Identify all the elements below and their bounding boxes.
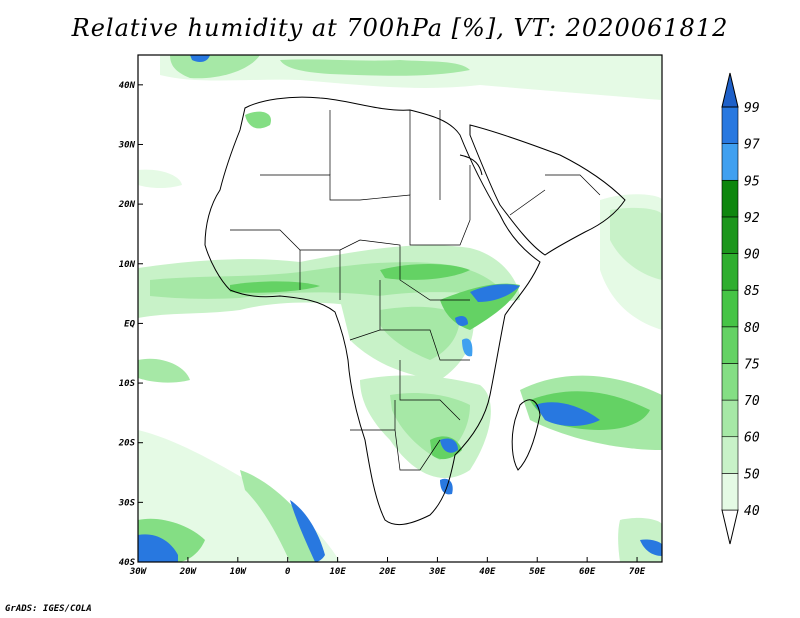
lon-tick-label: 10W: [230, 567, 248, 577]
colorbar-segment: [721, 436, 739, 474]
colorbar-segment: [721, 143, 739, 181]
colorbar-label: 99: [744, 101, 760, 116]
colorbar-segment: [721, 326, 739, 364]
lon-tick-label: 30W: [129, 567, 148, 577]
latitude-axis: 40N 30N 20N 10N EQ 10S 20S 30S 40S: [118, 81, 143, 568]
lat-tick-label: 10N: [119, 260, 136, 270]
colorbar-label: 92: [744, 211, 760, 226]
colorbar-segment: [721, 106, 739, 144]
lon-tick-label: 30E: [428, 567, 446, 577]
colorbar-label: 97: [744, 138, 760, 153]
colorbar-segment: [721, 289, 739, 328]
lat-tick-label: 40S: [119, 558, 136, 568]
humidity-field: [138, 55, 662, 562]
colorbar-segment: [721, 399, 739, 438]
colorbar-segment: [721, 473, 739, 511]
lat-tick-label: 30N: [118, 140, 136, 150]
colorbar-segment: [721, 363, 739, 401]
colorbar-label: 70: [744, 394, 760, 409]
lat-tick-label: EQ: [124, 319, 135, 329]
lat-tick-label: 20S: [118, 439, 136, 449]
colorbar-label: 40: [744, 504, 760, 519]
longitude-axis: 30W 20W 10W 0 10E 20E 30E 40E 50E 60E 70E: [129, 557, 646, 577]
colorbar-segment: [721, 179, 739, 218]
lat-tick-label: 20N: [118, 200, 136, 210]
colorbar-label: 95: [744, 174, 760, 189]
lon-tick-label: 0: [285, 567, 291, 577]
colorbar-label: 50: [744, 467, 760, 482]
colorbar-label: 80: [744, 321, 760, 336]
colorbar-label: 85: [744, 284, 760, 299]
colorbar-segment: [721, 72, 739, 108]
colorbar-segment: [721, 216, 739, 254]
colorbar: 40 50 60 70 75 80 85 90 92 95 97 99: [721, 72, 760, 545]
credit-text: GrADS: IGES/COLA: [5, 604, 92, 614]
chart-title: Relative humidity at 700hPa [%], VT: 202…: [71, 14, 729, 42]
lon-tick-label: 50E: [529, 567, 546, 577]
lon-tick-label: 20E: [378, 567, 396, 577]
lat-tick-label: 30S: [118, 498, 136, 508]
colorbar-segment: [721, 253, 739, 291]
colorbar-label: 90: [744, 248, 760, 263]
lon-tick-label: 40E: [479, 567, 496, 577]
map-frame: [137, 54, 663, 563]
lat-tick-label: 10S: [119, 379, 136, 389]
colorbar-segment: [721, 509, 739, 545]
colorbar-label: 75: [744, 357, 760, 372]
lon-tick-label: 60E: [579, 567, 596, 577]
coastlines: [204, 96, 626, 526]
lon-tick-label: 10E: [329, 567, 346, 577]
lon-tick-label: 20W: [179, 567, 198, 577]
lon-tick-label: 70E: [629, 567, 646, 577]
lat-tick-label: 40N: [119, 81, 136, 91]
country-borders: [230, 110, 601, 471]
colorbar-label: 60: [744, 431, 760, 446]
